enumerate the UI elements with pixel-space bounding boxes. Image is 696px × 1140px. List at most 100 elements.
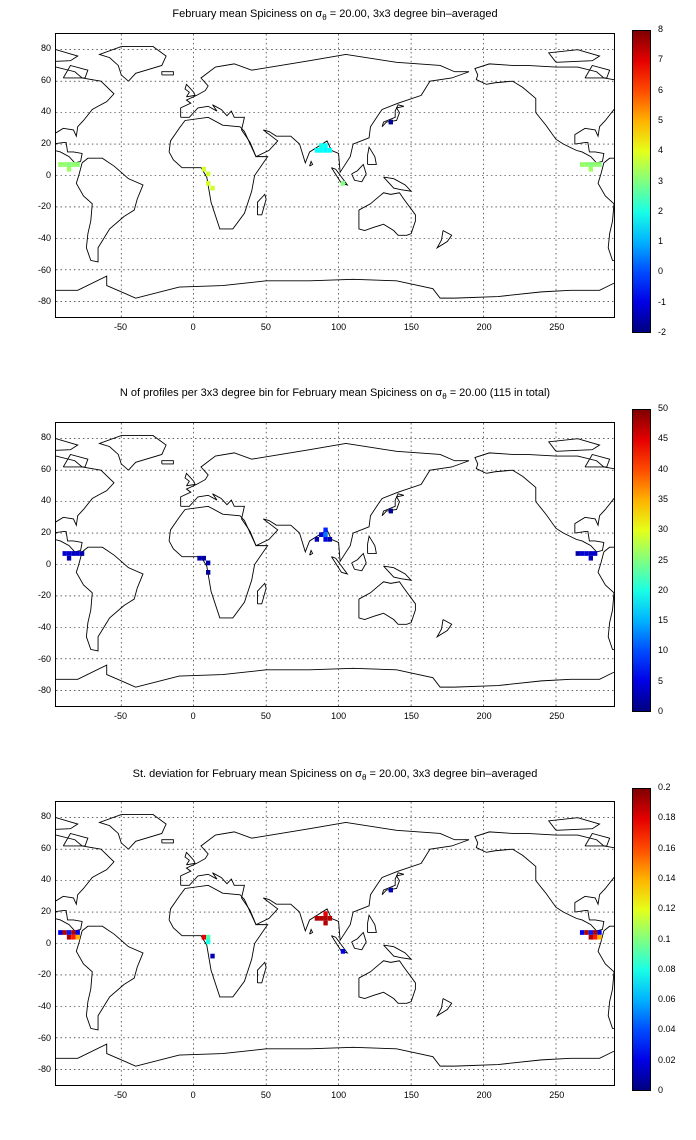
- data-bin-cell: [66, 934, 72, 940]
- coastline: [56, 664, 455, 688]
- x-tick-label: 250: [549, 711, 565, 721]
- coastline: [358, 960, 416, 1004]
- x-tick-label: 50: [260, 711, 271, 721]
- data-bin-cell: [388, 508, 393, 514]
- coastline: [56, 834, 115, 932]
- colorbar-tick-label: -2: [658, 327, 667, 337]
- y-tick-label: 0: [45, 558, 51, 569]
- y-tick-label: 40: [40, 874, 51, 885]
- coastline: [367, 534, 377, 554]
- colorbar-tick-label: 0.16: [658, 842, 676, 853]
- data-bin-cell: [314, 915, 320, 921]
- colorbar-tick-label: 4: [658, 145, 664, 156]
- colorbar-tick-label: -1: [658, 296, 667, 307]
- colorbar-tick-label: 0: [658, 266, 664, 277]
- panel-title: February mean Spiciness on σθ = 20.00, 3…: [55, 8, 615, 22]
- data-bin-cell: [206, 939, 211, 945]
- data-bin-cell: [206, 181, 211, 186]
- coastline: [584, 832, 611, 847]
- colorbar-tick-label: 30: [658, 524, 669, 535]
- x-tick-label: 100: [331, 711, 347, 721]
- data-bin-cell: [592, 930, 598, 935]
- data-bin-cell: [319, 143, 324, 148]
- coastline: [62, 453, 89, 468]
- colorbar-tick-label: 35: [658, 493, 669, 504]
- colorbar-tick-label: 3: [658, 175, 664, 186]
- data-bin-cell: [319, 915, 324, 921]
- data-bin-cell: [579, 930, 585, 935]
- y-tick-label: 60: [40, 842, 51, 853]
- coastline: [331, 167, 349, 186]
- x-tick-label: 100: [331, 322, 347, 332]
- x-tick-label: 0: [190, 1090, 196, 1100]
- data-bin-cell: [327, 536, 333, 542]
- colorbar-tick-label: 0.14: [658, 872, 676, 883]
- y-tick-label: 20: [40, 905, 51, 916]
- y-tick-label: 80: [40, 431, 51, 442]
- title-sub: θ: [322, 13, 327, 23]
- coastline: [474, 452, 614, 553]
- colorbar-tick-label: 8: [658, 24, 664, 34]
- title-text-rest: = 20.00 (115 in total): [446, 387, 551, 399]
- data-bin-cell: [319, 147, 324, 153]
- data-bin-cell: [323, 532, 328, 537]
- data-bin-cell: [327, 915, 333, 921]
- data-bin-cell: [71, 162, 76, 167]
- coastline: [331, 556, 349, 575]
- x-tick-label: -50: [113, 711, 127, 721]
- y-tick-label: -80: [37, 296, 51, 307]
- y-tick-label: -80: [37, 1064, 51, 1075]
- coastline: [435, 230, 453, 250]
- x-tick-label: 0: [190, 322, 196, 332]
- colorbar-std-deviation: [632, 788, 651, 1091]
- coastline: [56, 275, 455, 299]
- coastline: [75, 925, 144, 1031]
- colorbar-tick-label: 50: [658, 403, 669, 413]
- data-bin-cell: [323, 536, 328, 542]
- data-bin-cell: [79, 551, 85, 556]
- coastline: [358, 192, 416, 236]
- data-bin-cell: [62, 551, 67, 556]
- data-bin-cell: [314, 147, 320, 153]
- coastline: [56, 817, 79, 830]
- data-bin-cell: [588, 930, 593, 935]
- data-bin-cell: [210, 185, 215, 191]
- data-bin-cell: [575, 551, 580, 556]
- y-tick-label: -20: [37, 590, 51, 601]
- colorbar-tick-label: 0.08: [658, 963, 676, 974]
- data-bin-cell: [201, 934, 207, 940]
- data-bin-cell: [75, 930, 80, 935]
- x-tick-label: 200: [476, 711, 492, 721]
- coastline: [381, 104, 404, 128]
- coastline: [257, 193, 267, 216]
- data-bin-cell: [62, 162, 67, 167]
- coastline: [168, 116, 269, 230]
- coastline: [584, 453, 611, 468]
- y-tick-label: 40: [40, 495, 51, 506]
- data-bin-cell: [327, 147, 333, 153]
- coastline: [56, 438, 79, 451]
- coastline: [180, 54, 470, 174]
- data-bin-cell: [340, 949, 346, 954]
- coastline: [351, 163, 367, 183]
- coastline: [161, 71, 174, 76]
- coastline: [474, 63, 614, 164]
- data-bin-cell: [58, 930, 63, 935]
- data-bin-cell: [66, 551, 72, 556]
- x-tick-label: -50: [113, 1090, 127, 1100]
- coastline: [381, 872, 404, 896]
- coastline: [454, 671, 614, 688]
- coastline: [331, 935, 349, 954]
- data-bin-cell: [340, 181, 346, 186]
- colorbar-tick-label: 2: [658, 205, 664, 216]
- data-bin-cell: [584, 551, 589, 556]
- data-bin-cell: [588, 551, 593, 556]
- y-tick-label: 40: [40, 106, 51, 117]
- data-bin-cell: [323, 915, 328, 921]
- coastline: [98, 435, 167, 471]
- coastline: [161, 839, 174, 844]
- data-bin-cell: [323, 527, 328, 533]
- data-bin-cell: [66, 555, 72, 561]
- colorbar-tick-label: 0.02: [658, 1054, 676, 1065]
- data-bin-cell: [197, 555, 202, 561]
